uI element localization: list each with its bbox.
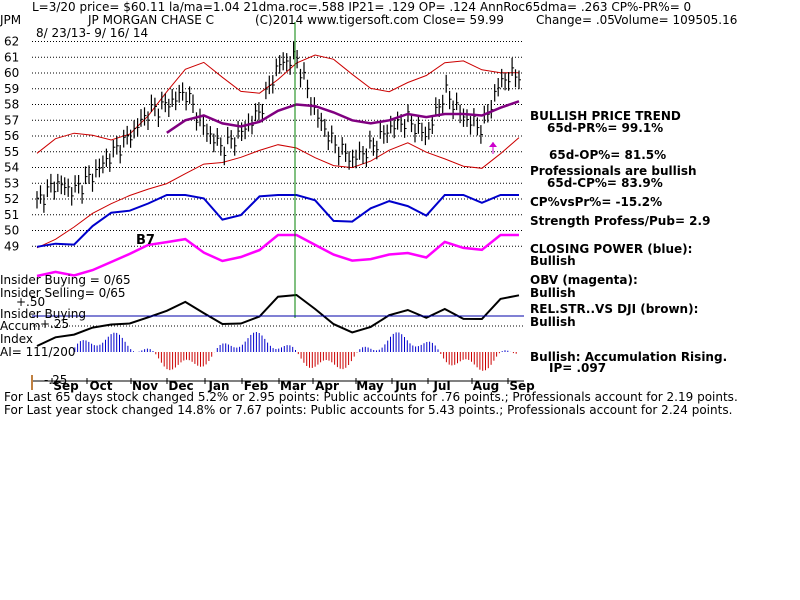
- x-tick-label: Jun: [394, 379, 417, 393]
- y-tick-label: 49: [4, 239, 19, 253]
- x-tick-label: Apr: [315, 379, 339, 393]
- date-range: 8/ 23/13- 9/ 16/ 14: [36, 26, 149, 40]
- ticker-symbol: JPM: [0, 13, 22, 27]
- index-label: Index: [0, 332, 34, 346]
- x-tick-label: Dec: [168, 379, 193, 393]
- change-value: Change= .05: [536, 13, 615, 27]
- y-tick-label: 54: [4, 161, 19, 175]
- price-bars: [36, 41, 521, 213]
- close-value: Close= 59.99: [423, 13, 504, 27]
- obv-line: [36, 233, 519, 278]
- closing-power-line: [36, 194, 519, 248]
- strength-text: Strength Profess/Pub= 2.9: [530, 214, 711, 228]
- y-tick-label: 58: [4, 98, 19, 112]
- header-summary-line: L=3/20 price= $60.11 la/ma=1.04 21dma.ro…: [32, 0, 692, 14]
- cp65-text: 65d-CP%= 83.9%: [547, 176, 663, 190]
- accum-label: Accum: [0, 319, 41, 333]
- plus50-label: +.50: [16, 295, 46, 309]
- ai-label: AI= 111/200: [0, 345, 76, 359]
- relative-strength-line: [36, 293, 520, 347]
- x-tick-label: Aug: [473, 379, 499, 393]
- x-tick-label: May: [356, 379, 384, 393]
- y-tick-label: 53: [4, 176, 19, 190]
- y-tick-label: 57: [4, 113, 19, 127]
- y-tick-label: 51: [4, 208, 19, 222]
- x-axis-ticks: Sep Oct Nov Dec Jan Feb Mar Apr May Jun Jul Aug Sep: [32, 378, 535, 393]
- moving-average: [166, 100, 520, 134]
- y-tick-label: 60: [4, 66, 19, 80]
- ma-line: [166, 100, 520, 134]
- closing-power-label: CLOSING POWER (blue):: [530, 242, 693, 256]
- y-tick-label: 61: [4, 50, 19, 64]
- accumulation-histogram: [74, 332, 517, 371]
- x-tick-label: Oct: [89, 379, 112, 393]
- x-tick-label: Sep: [509, 379, 535, 393]
- relstr-label: REL.STR..VS DJI (brown):: [530, 302, 699, 316]
- pr65-text: 65d-PR%= 99.1%: [547, 121, 664, 135]
- closing-power-line: [36, 194, 519, 248]
- x-tick-label: Jul: [432, 379, 450, 393]
- relstr-line: [36, 293, 520, 347]
- ip-text: IP= .097: [549, 361, 607, 375]
- op65-text: 65d-OP%= 81.5%: [549, 148, 667, 162]
- up-arrow-icon: [489, 142, 497, 147]
- y-tick-label: 55: [4, 145, 19, 159]
- insider-buying-label: Insider Buying: [0, 307, 86, 321]
- trend-title: BULLISH PRICE TREND: [530, 109, 681, 123]
- chart-title: JP MORGAN CHASE C: [88, 13, 215, 27]
- y-tick-label: 56: [4, 129, 19, 143]
- copyright-text: (C)2014 www.tigersoft.com: [255, 13, 419, 27]
- y-tick-label: 59: [4, 82, 19, 96]
- closing-power-status: Bullish: [530, 254, 576, 268]
- volume-value: Volume= 109505.16: [614, 13, 738, 27]
- obv-label: OBV (magenta):: [530, 273, 638, 287]
- x-tick-label: Mar: [280, 379, 306, 393]
- footer-65day: For Last 65 days stock changed 5.2% or 2…: [4, 390, 738, 404]
- plus25-label: +.25: [40, 317, 70, 331]
- x-tick-label: Jan: [207, 379, 229, 393]
- y-tick-label: 62: [4, 35, 19, 49]
- insider-selling-count: Insider Selling= 0/65: [0, 286, 126, 300]
- obv-status: Bullish: [530, 286, 576, 300]
- relstr-status: Bullish: [530, 315, 576, 329]
- x-tick-label: Sep: [53, 379, 79, 393]
- professionals-text: Professionals are bullish: [530, 164, 697, 178]
- price-gridlines: [32, 41, 524, 247]
- insider-buying-count: Insider Buying = 0/65: [0, 273, 131, 287]
- y-tick-label: 50: [4, 224, 19, 238]
- accumulation-text: Bullish: Accumulation Rising.: [530, 350, 728, 364]
- obv-line: [36, 233, 519, 278]
- cp-vs-pr-text: CP%vsPr%= -15.2%: [530, 195, 663, 209]
- x-tick-label: Feb: [244, 379, 269, 393]
- footer-year: For Last year stock changed 14.8% or 7.6…: [4, 403, 733, 417]
- b7-label: B7: [136, 233, 155, 248]
- lower-band: [36, 137, 520, 249]
- x-tick-label: Nov: [132, 379, 158, 393]
- minus25-label: -.25: [44, 373, 68, 387]
- y-tick-label: 52: [4, 192, 19, 206]
